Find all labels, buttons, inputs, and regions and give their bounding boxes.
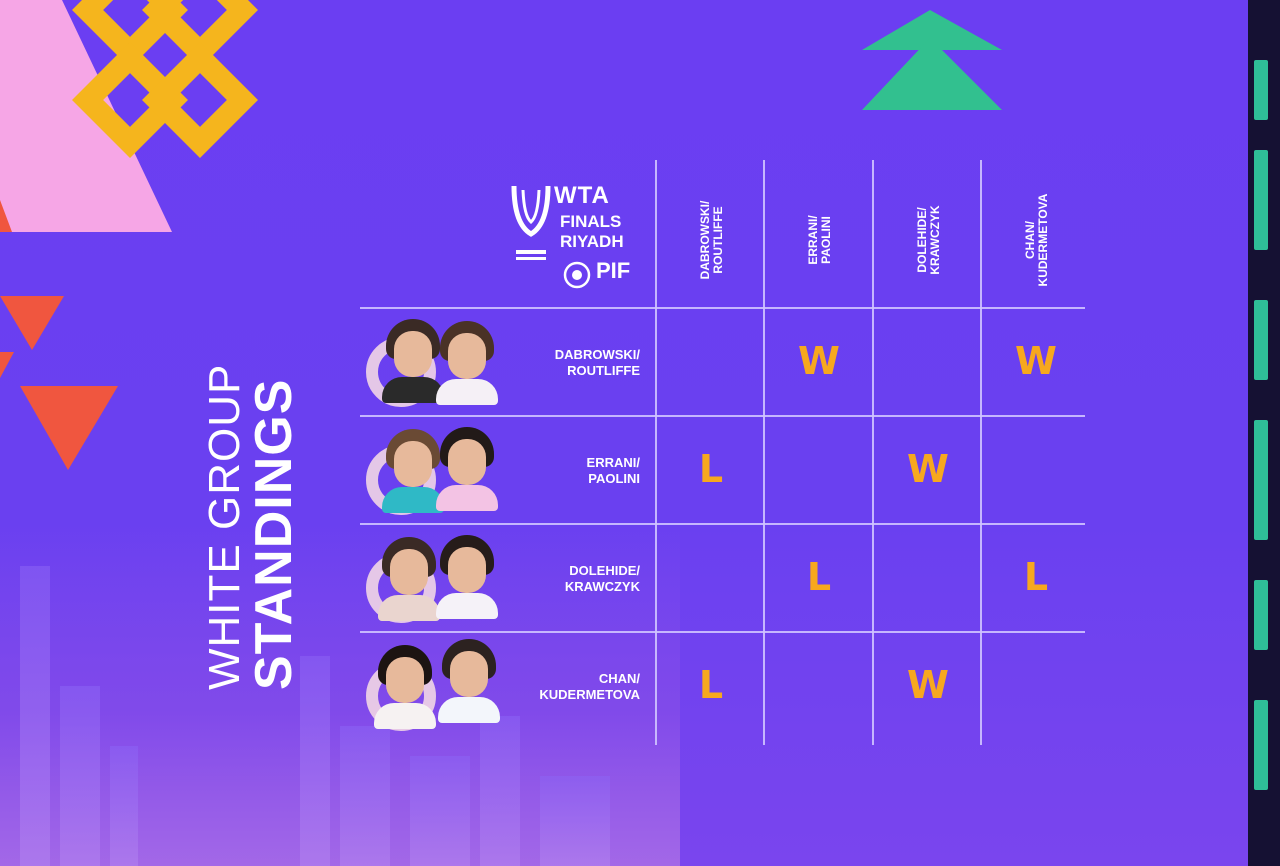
column-header: ERRANI/ PAOLINI [765,175,875,305]
sponsor-emblem-icon [563,261,591,289]
red-triangles-shape [0,296,118,470]
logo-line-2: RIYADH [560,232,624,251]
result-cell: W [907,662,949,707]
result-cell: L [806,554,832,599]
result-cell: W [798,338,840,383]
row-team-label: ERRANI/ PAOLINI [586,455,640,486]
column-header-label: CHAN/ KUDERMETOVA [1023,193,1050,287]
standings-grid: DABROWSKI/ ROUTLIFFE ERRANI/ PAOLINI DOL… [360,155,1090,745]
team-photo [360,309,505,409]
title-block: WHITE GROUP STANDINGS [192,170,303,690]
result-cell: L [698,662,724,707]
result-cell: W [907,446,949,491]
title-line-2: STANDINGS [245,378,303,690]
team-photo [360,417,505,517]
city-skyline [0,526,680,866]
column-header: CHAN/ KUDERMETOVA [982,175,1092,305]
column-header: DOLEHIDE/ KRAWCZYK [874,175,984,305]
pink-triangle-shape [0,0,172,232]
team-photo [360,633,505,733]
row-team-label: DOLEHIDE/ KRAWCZYK [564,563,640,594]
edge-pattern-strip [1248,0,1280,866]
title-line-1: WHITE GROUP [200,363,249,690]
row-team-label: CHAN/ KUDERMETOVA [539,671,640,702]
column-header-label: ERRANI/ PAOLINI [806,215,833,265]
yellow-lattice-shape [72,0,258,158]
trophy-icon [511,185,551,260]
team-photo [360,525,505,625]
red-chevron-shape [0,200,12,232]
logo-brand: WTA [554,182,610,209]
column-header: DABROWSKI/ ROUTLIFFE [657,175,767,305]
wta-finals-logo: WTA FINALS RIYADH PIF [510,180,645,290]
logo-line-1: FINALS [560,212,622,231]
column-header-label: DOLEHIDE/ KRAWCZYK [915,205,942,275]
row-team-label: DABROWSKI/ ROUTLIFFE [554,347,640,378]
green-tree-shape [862,10,1002,110]
column-header-label: DABROWSKI/ ROUTLIFFE [698,200,725,280]
result-cell: W [1015,338,1057,383]
result-cell: L [1023,554,1049,599]
logo-sponsor: PIF [596,258,631,283]
result-cell: L [698,446,724,491]
